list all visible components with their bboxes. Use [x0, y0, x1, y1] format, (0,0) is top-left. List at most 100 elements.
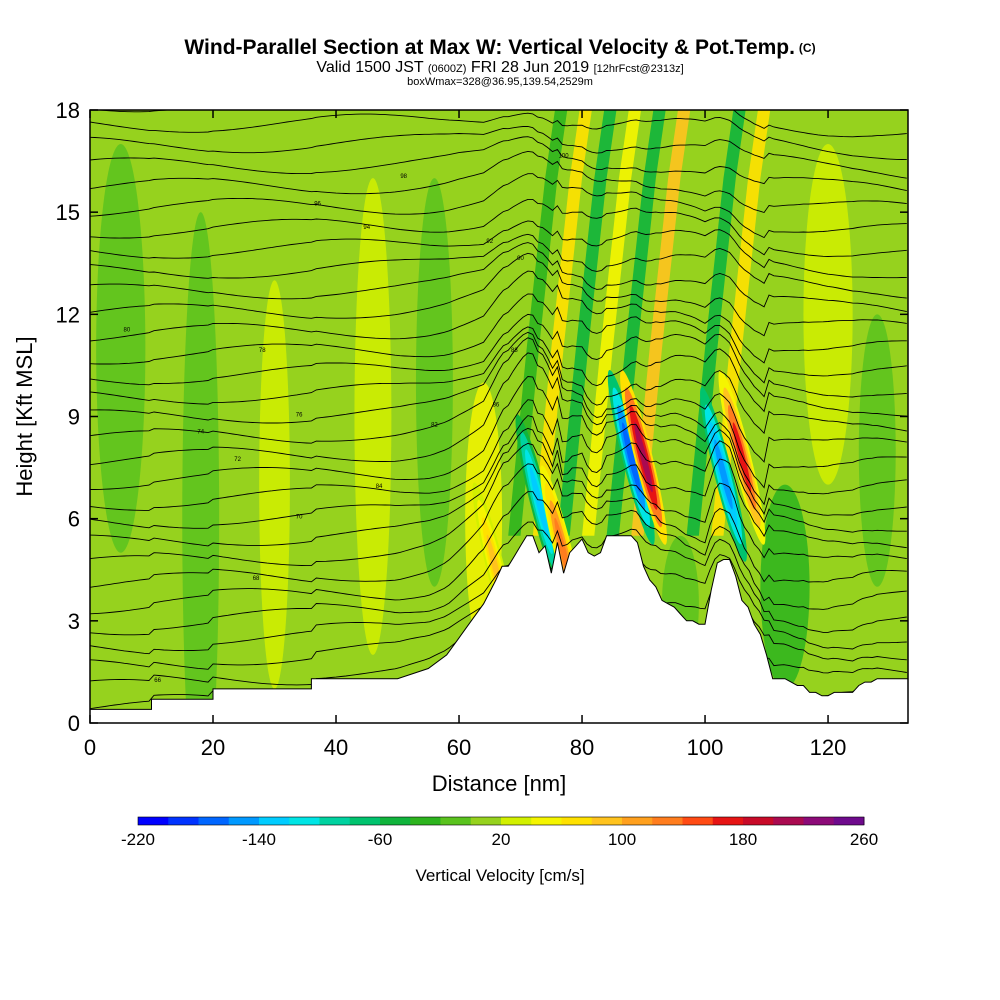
box-info-line: boxWmax=328@36.95,139.54,2529m: [407, 76, 593, 88]
axes: 0 20 40 60 80 100 120 0 3 6 9 12 15 18 Distance [nm] He…: [12, 98, 908, 796]
isentrope-line: [90, 399, 907, 516]
isentrope-line: [90, 220, 907, 279]
wave-track: [582, 110, 642, 536]
isentrope-line: [90, 326, 907, 417]
y-tick-label: 15: [56, 200, 80, 225]
colorbar-swatch: [561, 817, 593, 825]
terrain-layer: [90, 535, 908, 723]
colorbar-swatch: [622, 817, 653, 825]
isentrope-label: 74: [197, 430, 204, 436]
x-tick-label: 20: [201, 735, 225, 760]
isentrope-line: [90, 293, 907, 384]
isentrope-label: 84: [376, 484, 383, 490]
colorbar-swatch: [289, 817, 320, 825]
colorbar-swatch: [743, 817, 774, 825]
isentrope-label: 68: [253, 576, 260, 582]
updraft-core: [732, 422, 752, 493]
wave-track: [711, 110, 771, 536]
colorbar-swatch: [349, 817, 381, 825]
wave-track: [532, 110, 592, 536]
colorbar: -220 -140 -60 20 100 180 260 Vertical Velocity …: [121, 816, 878, 885]
x-tick-label: 80: [570, 735, 594, 760]
colorbar-swatch: [138, 817, 169, 825]
x-tick-label: 100: [687, 735, 724, 760]
colorbar-frame: [137, 816, 865, 826]
downdraft-core: [622, 422, 641, 493]
field-band: [96, 144, 146, 553]
isentrope-line: [90, 252, 907, 337]
colorbar-swatch: [198, 817, 230, 825]
wave-track: [557, 110, 617, 536]
colorbar-title: Vertical Velocity [cm/s]: [415, 866, 584, 885]
colorbar-swatch: [259, 817, 290, 825]
isentrope-line: [90, 136, 907, 192]
isentrope-label: 92: [486, 239, 493, 245]
colorbar-swatch: [319, 817, 351, 825]
field-band: [803, 144, 853, 485]
y-tick-label: 3: [68, 609, 80, 634]
y-tick-label: 0: [68, 711, 80, 736]
isentrope-line: [90, 547, 907, 655]
x-tick-label: 40: [324, 735, 348, 760]
colorbar-swatch: [833, 817, 865, 825]
colorbar-label: -60: [368, 830, 393, 849]
isentrope-line: [90, 463, 907, 588]
x-tick-label: 0: [84, 735, 96, 760]
y-tick-label: 6: [68, 507, 80, 532]
colorbar-swatch: [803, 817, 835, 825]
colorbar-label: 20: [492, 830, 511, 849]
isentrope-label: 86: [493, 402, 500, 408]
isentrope-label: 72: [234, 457, 241, 463]
colorbar-swatch: [652, 817, 683, 825]
y-axis-label: Height [Kft MSL]: [12, 336, 37, 496]
field-band: [182, 212, 220, 723]
isentrope-line: [90, 150, 907, 214]
isentrope-line: [90, 313, 907, 398]
velocity-field: [90, 110, 908, 723]
colorbar-swatch: [380, 817, 411, 825]
colorbar-swatch: [682, 817, 714, 825]
isentrope-line: [90, 331, 907, 435]
isentrope-label: 80: [124, 327, 131, 333]
isentrope-label: 78: [259, 348, 266, 354]
isentrope-line: [90, 337, 907, 463]
isentrope-line: [90, 270, 907, 364]
title-block: Wind-Parallel Section at Max W: Vertical…: [0, 36, 1000, 88]
isentrope-line: [95, 110, 907, 138]
isentrope-label: 76: [296, 413, 303, 419]
colorbar-label: -140: [242, 830, 276, 849]
isentrope-label: 66: [154, 678, 161, 684]
isentrope-line: [90, 427, 907, 549]
title-corner-mark: (C): [798, 41, 816, 55]
y-tick-label: 9: [68, 405, 80, 430]
colorbar-swatch: [410, 817, 441, 825]
isentrope-label: 82: [431, 423, 438, 429]
isentrope-line: [90, 415, 907, 533]
isentrope-line: [90, 198, 907, 257]
colorbar-swatch: [773, 817, 804, 825]
isentrope-label: 98: [400, 174, 407, 180]
field-band: [858, 314, 896, 587]
colorbar-swatch: [228, 817, 260, 825]
y-tick-label: 12: [56, 302, 80, 327]
x-axis-label: Distance [nm]: [432, 771, 567, 796]
downdraft-core: [714, 439, 733, 510]
chart-title: Wind-Parallel Section at Max W: Vertical…: [184, 36, 816, 59]
isentrope-line: [90, 376, 907, 506]
isentrope-line: [90, 352, 907, 489]
colorbar-swatch: [440, 817, 472, 825]
updraft-core: [634, 422, 653, 493]
colorbar-swatch: [712, 817, 744, 825]
isentrope-line: [90, 125, 907, 179]
isentrope-line: [90, 491, 907, 615]
isentrope-line: [90, 173, 907, 239]
field-band: [354, 178, 392, 655]
isentrope-line: [90, 521, 907, 636]
isentrope-contours: 66 68 70 72 74 76 78 80 82 84 86 88 90 92 94 96 98 100: [90, 110, 907, 710]
downdraft-core: [529, 466, 549, 537]
isentrope-label: 70: [296, 515, 303, 521]
x-tick-label: 120: [810, 735, 847, 760]
colorbar-swatch: [531, 817, 562, 825]
y-tick-label: 18: [56, 98, 80, 123]
colorbar-swatch: [591, 817, 623, 825]
